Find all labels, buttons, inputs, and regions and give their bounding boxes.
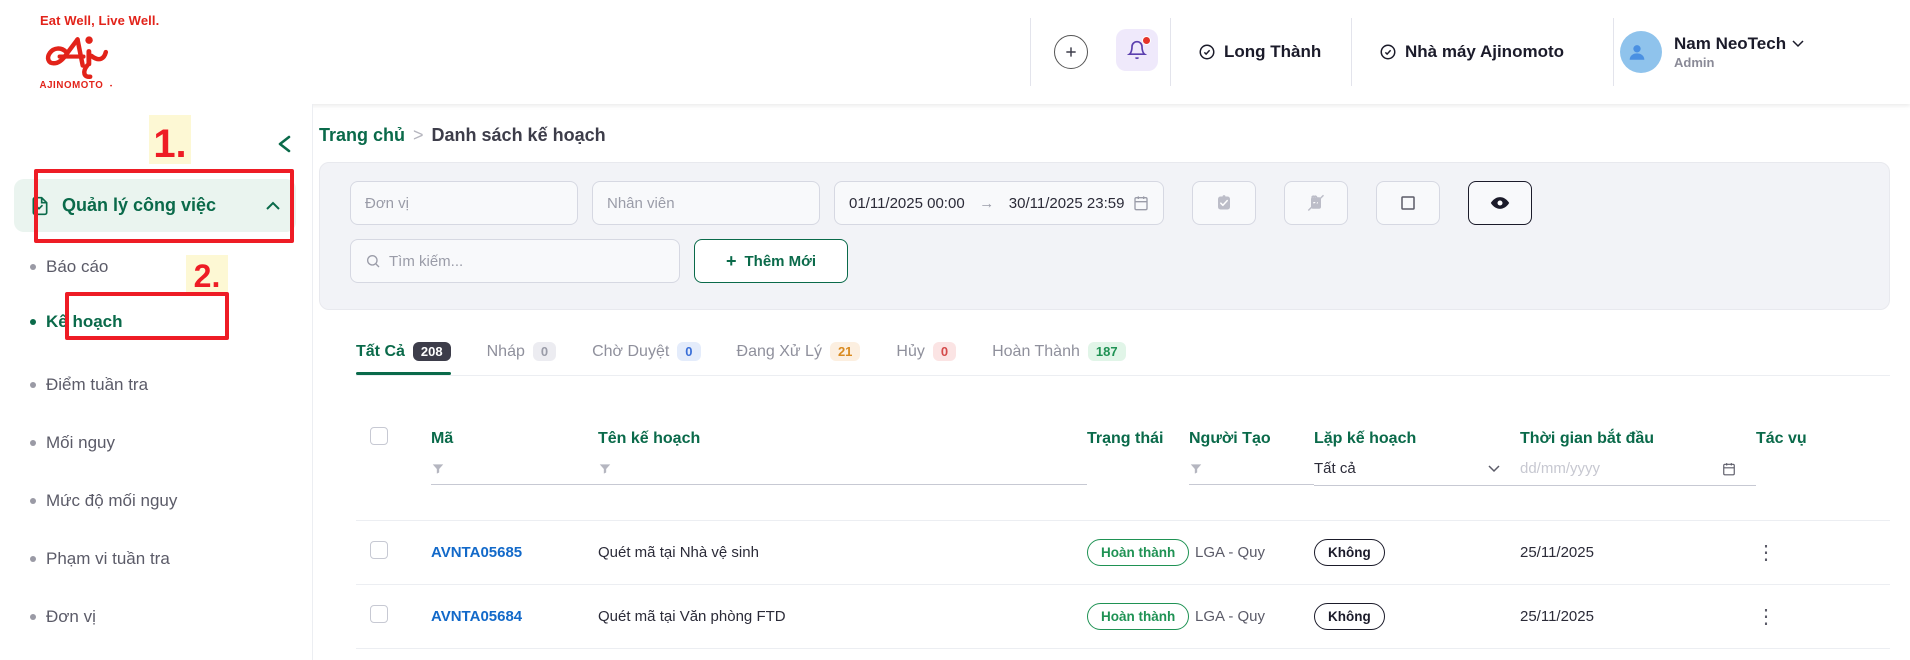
svg-text:AJINOMOTO: AJINOMOTO <box>39 80 103 91</box>
